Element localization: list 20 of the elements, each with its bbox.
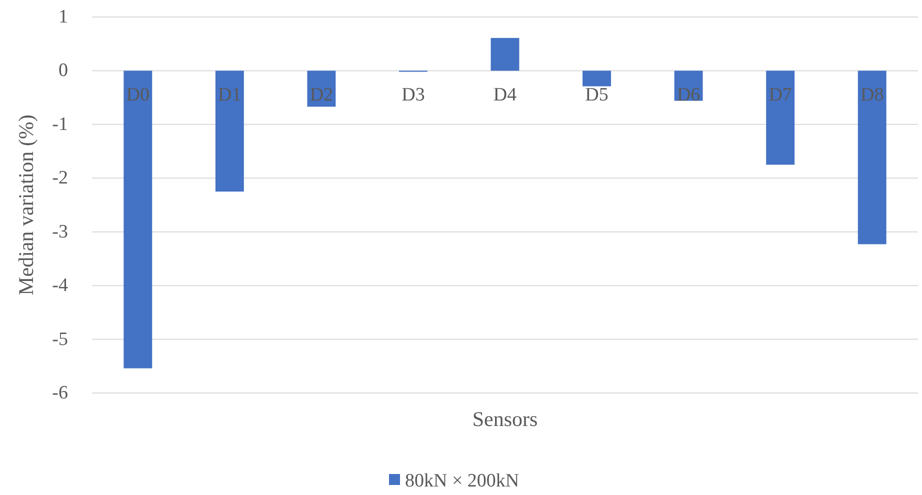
legend-label: 80kN × 200kN — [405, 470, 520, 492]
y-tick-label: 0 — [58, 60, 68, 82]
y-tick-label: -3 — [52, 221, 68, 242]
y-tick-label: -6 — [52, 382, 68, 404]
x-tick-label: D2 — [310, 84, 334, 106]
y-tick-label: -2 — [52, 168, 68, 189]
x-tick-label: D3 — [402, 84, 425, 106]
y-tick-label: -5 — [52, 328, 68, 350]
x-axis-title: Sensors — [472, 407, 538, 431]
x-tick-label: D1 — [218, 84, 242, 106]
y-axis-title: Median variation (%) — [14, 114, 38, 296]
x-tick-label: D8 — [860, 84, 884, 106]
x-tick-label: D0 — [126, 84, 150, 106]
y-tick-label: -4 — [52, 275, 68, 296]
y-tick-label: -1 — [52, 114, 68, 135]
y-tick-label: 1 — [58, 6, 68, 28]
x-tick-label: D4 — [493, 84, 518, 106]
x-tick-label: D7 — [768, 84, 792, 106]
x-tick-label: D6 — [676, 84, 700, 106]
x-tick-label: D5 — [585, 84, 608, 106]
